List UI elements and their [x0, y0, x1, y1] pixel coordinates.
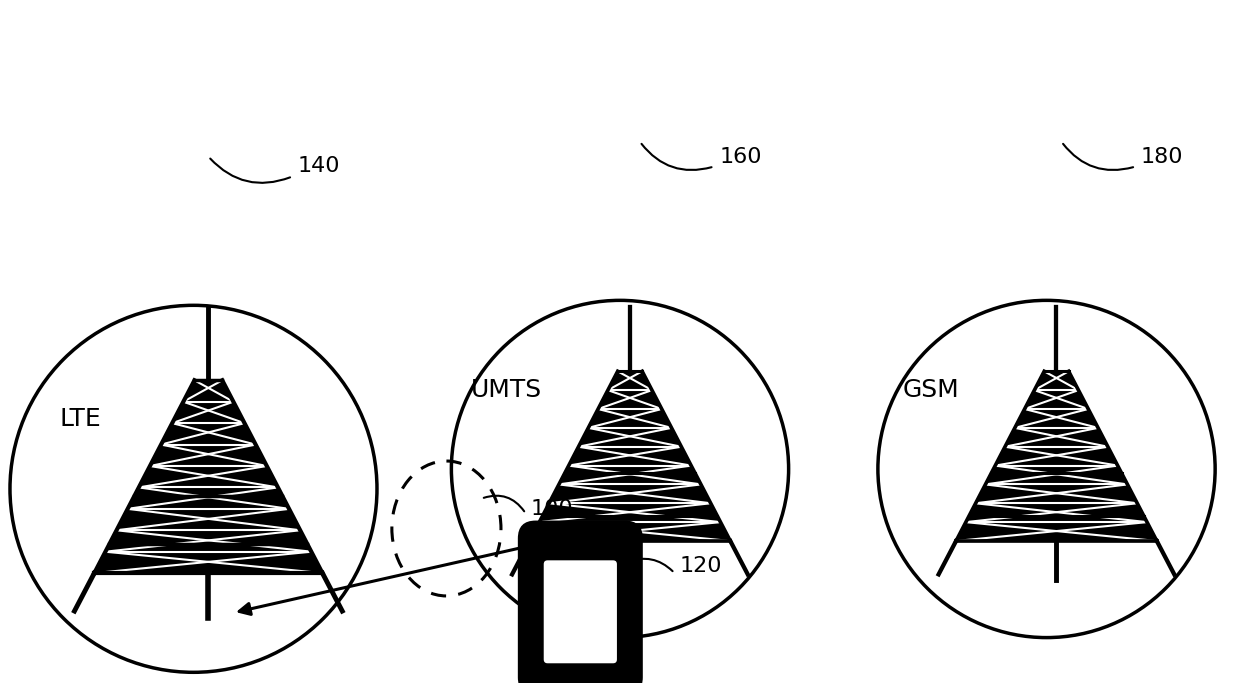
- Polygon shape: [128, 488, 289, 509]
- Text: 140: 140: [298, 156, 340, 176]
- Polygon shape: [94, 552, 322, 573]
- Polygon shape: [1006, 428, 1107, 447]
- Polygon shape: [598, 390, 662, 409]
- Polygon shape: [996, 447, 1117, 466]
- Text: 160: 160: [719, 147, 761, 167]
- Polygon shape: [588, 409, 672, 428]
- Text: LTE: LTE: [60, 407, 102, 431]
- Polygon shape: [549, 484, 711, 504]
- Polygon shape: [172, 402, 244, 423]
- FancyBboxPatch shape: [568, 673, 593, 686]
- Text: 120: 120: [680, 556, 722, 576]
- Polygon shape: [976, 484, 1137, 504]
- Polygon shape: [139, 466, 278, 488]
- Polygon shape: [608, 371, 652, 390]
- Text: 180: 180: [1141, 147, 1183, 167]
- Polygon shape: [539, 504, 720, 522]
- Polygon shape: [1034, 371, 1079, 390]
- Polygon shape: [1014, 409, 1099, 428]
- Polygon shape: [161, 423, 255, 445]
- FancyBboxPatch shape: [542, 558, 619, 665]
- Polygon shape: [1024, 390, 1089, 409]
- Polygon shape: [559, 466, 701, 484]
- FancyBboxPatch shape: [518, 521, 642, 686]
- Polygon shape: [150, 445, 267, 466]
- Polygon shape: [184, 380, 233, 402]
- Polygon shape: [529, 522, 730, 541]
- Polygon shape: [105, 530, 311, 552]
- Polygon shape: [569, 447, 691, 466]
- Text: GSM: GSM: [903, 377, 960, 401]
- Text: 100: 100: [531, 499, 573, 519]
- Polygon shape: [966, 504, 1147, 522]
- Text: UMTS: UMTS: [471, 377, 542, 401]
- Polygon shape: [956, 522, 1157, 541]
- Polygon shape: [579, 428, 681, 447]
- Polygon shape: [117, 509, 300, 530]
- Polygon shape: [986, 466, 1127, 484]
